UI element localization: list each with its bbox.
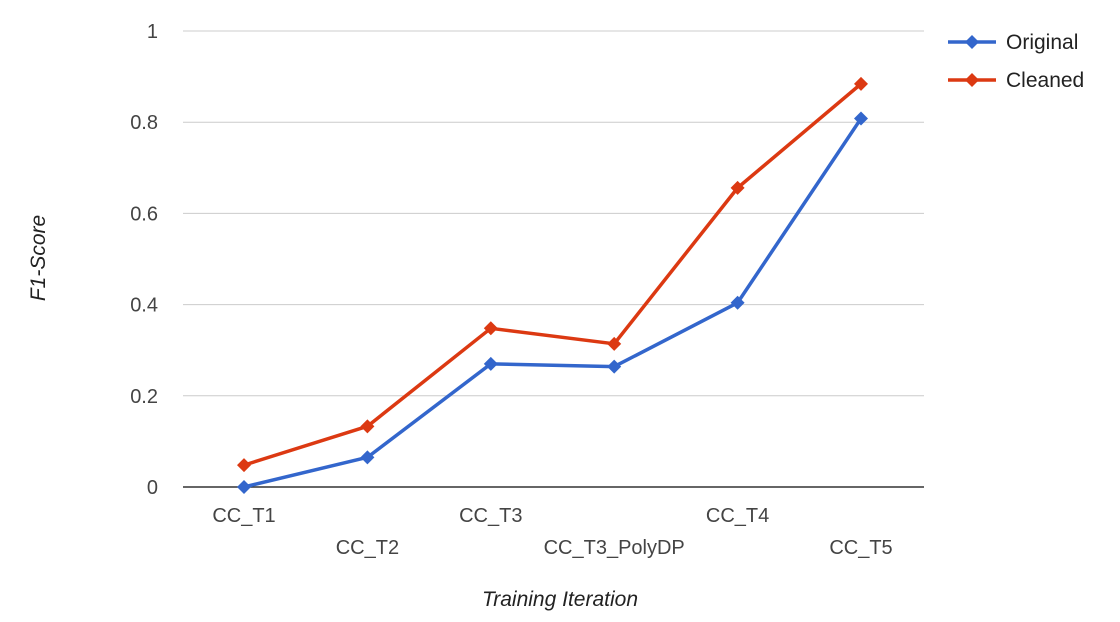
legend: Original Cleaned: [948, 31, 1084, 92]
y-tick-label: 1: [147, 21, 158, 43]
data-point: [730, 295, 745, 310]
data-point: [360, 419, 375, 434]
series-group: [237, 76, 868, 494]
data-point: [483, 356, 498, 371]
x-tick-label: CC_T4: [706, 505, 769, 527]
data-point: [607, 336, 622, 351]
data-point: [237, 480, 251, 494]
data-point: [483, 321, 498, 336]
x-tick-label: CC_T3_PolyDP: [544, 537, 685, 559]
x-axis-title: Training Iteration: [482, 588, 638, 611]
gridlines: [183, 30, 924, 488]
legend-item: Cleaned: [948, 69, 1084, 92]
data-point: [237, 458, 251, 473]
y-tick-label: 0: [147, 477, 158, 499]
legend-swatch-marker: [965, 35, 979, 49]
data-point: [730, 180, 745, 195]
x-tick-label: CC_T3: [459, 505, 522, 527]
legend-label: Cleaned: [1006, 69, 1084, 92]
legend-item: Original: [948, 31, 1078, 54]
legend-label: Original: [1006, 31, 1078, 54]
series-line: [243, 82, 863, 467]
x-tick-label: CC_T2: [336, 537, 399, 559]
x-tick-label: CC_T1: [212, 505, 275, 527]
y-tick-label: 0.2: [130, 386, 158, 408]
y-tick-labels: 0 0.2 0.4 0.6 0.8 1: [130, 21, 158, 499]
y-axis-title: F1-Score: [27, 215, 50, 301]
y-tick-label: 0.6: [130, 203, 158, 225]
legend-swatch-marker: [965, 73, 979, 87]
series-line: [243, 117, 863, 489]
y-tick-label: 0.8: [130, 112, 158, 134]
data-point: [607, 359, 622, 374]
x-tick-labels: CC_T1 CC_T2 CC_T3 CC_T3_PolyDP CC_T4 CC_T5: [212, 505, 892, 559]
series-cleaned: [237, 76, 868, 473]
series-original: [237, 111, 868, 494]
x-tick-label: CC_T5: [829, 537, 892, 559]
data-point: [854, 76, 868, 91]
data-point: [360, 450, 375, 465]
data-point: [854, 111, 868, 126]
y-tick-label: 0.4: [130, 295, 158, 317]
